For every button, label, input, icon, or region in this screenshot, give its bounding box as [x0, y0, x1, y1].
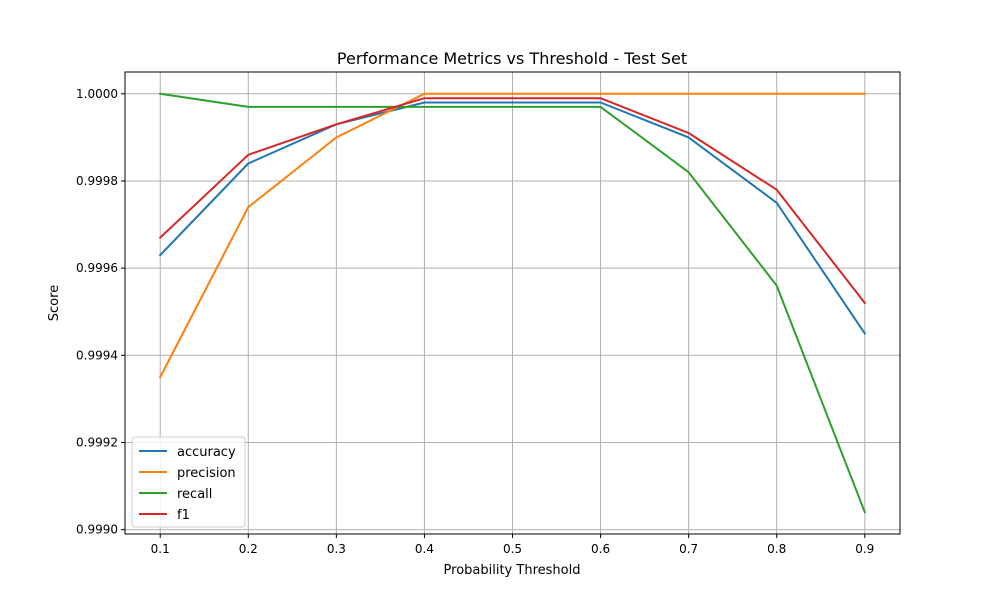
series-line-accuracy — [158, 101, 867, 335]
y-tick-label: 0.9992 — [76, 435, 118, 449]
legend-label-accuracy: accuracy — [177, 445, 236, 460]
y-tick-label: 0.9990 — [76, 523, 118, 537]
x-tick-label: 0.9 — [855, 542, 874, 556]
y-axis-label: Score — [47, 285, 62, 321]
legend-box — [131, 436, 246, 528]
chart-title: Performance Metrics vs Threshold - Test … — [337, 49, 687, 68]
x-axis-label: Probability Threshold — [444, 563, 581, 578]
x-tick-label: 0.7 — [679, 542, 698, 556]
x-tick-label: 0.1 — [151, 542, 170, 556]
x-tick-label: 0.8 — [767, 542, 786, 556]
y-tick-label: 0.9996 — [76, 261, 118, 275]
legend-label-f1: f1 — [177, 508, 190, 523]
x-tick-label: 0.5 — [503, 542, 522, 556]
legend-label-recall: recall — [177, 487, 212, 502]
x-tick-label: 0.3 — [327, 542, 346, 556]
y-tick-label: 1.0000 — [76, 87, 118, 101]
series-line-f1 — [158, 97, 867, 305]
series-line-recall — [159, 92, 867, 514]
series-line-precision — [158, 92, 866, 379]
legend-label-precision: precision — [177, 466, 236, 481]
y-axis-ticks: 0.9990 0.9992 0.9994 0.9996 0.9998 1.0000 — [76, 87, 125, 537]
x-tick-label: 0.2 — [239, 542, 258, 556]
series-lines — [158, 92, 867, 514]
legend: accuracy precision recall f1 — [131, 436, 246, 528]
x-tick-label: 0.4 — [415, 542, 434, 556]
y-tick-label: 0.9998 — [76, 174, 118, 188]
y-tick-label: 0.9994 — [76, 348, 118, 362]
legend-items: accuracy precision recall f1 — [139, 445, 236, 523]
x-axis-ticks: 0.1 0.2 0.3 0.4 0.5 0.6 0.7 0.8 0.9 — [151, 534, 874, 556]
x-tick-label: 0.6 — [591, 542, 610, 556]
